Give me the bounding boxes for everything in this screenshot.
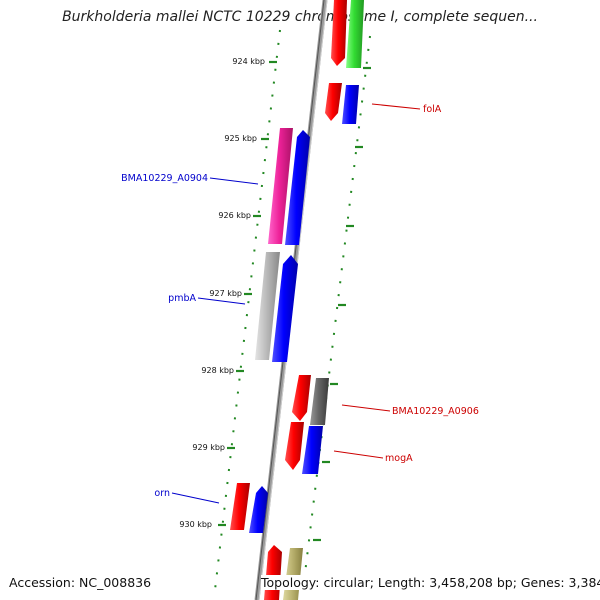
gene-blue-orn — [249, 486, 268, 533]
topology-text: Topology: circular; Length: 3,458,208 bp… — [261, 575, 600, 590]
tick-label: 926 kbp — [218, 211, 251, 220]
tick-label: 929 kbp — [192, 443, 225, 452]
tick-track-inner — [214, 29, 281, 591]
tick-labels: 924 kbp 925 kbp 926 kbp 927 kbp 928 kbp … — [179, 57, 265, 529]
gene-label-pmba: pmbA — [168, 293, 196, 304]
gene-blue-pmba — [272, 255, 298, 362]
tick-label: 927 kbp — [209, 289, 242, 298]
gene-blue-moga — [302, 426, 323, 474]
major-ticks — [218, 60, 277, 527]
gene-red-orn — [230, 483, 250, 530]
gene-blue-fola — [342, 85, 359, 124]
gene-red-bottom — [264, 545, 282, 600]
gene-red-fola — [325, 83, 342, 121]
gene-red-moga — [285, 422, 304, 470]
gene-gray-pmba — [255, 252, 280, 360]
gene-features — [230, 0, 364, 600]
gene-label-orn: orn — [154, 488, 170, 499]
gene-red-top — [331, 0, 347, 66]
tick-label: 930 kbp — [179, 520, 212, 529]
gene-label-moga: mogA — [385, 453, 413, 464]
map-title: Burkholderia mallei NCTC 10229 chromosom… — [62, 9, 538, 25]
label-connectors — [171, 103, 421, 504]
accession-text: Accession: NC_008836 — [9, 575, 152, 590]
gene-label-bma10229-a0906: BMA10229_A0906 — [392, 406, 479, 417]
tick-label: 928 kbp — [201, 366, 234, 375]
tick-label: 925 kbp — [224, 134, 257, 143]
gene-khaki-bottom — [283, 548, 303, 600]
gene-pink — [268, 128, 293, 244]
gene-darkgray-a0906 — [310, 378, 329, 425]
tick-label: 924 kbp — [232, 57, 265, 66]
gene-green-top — [346, 0, 364, 68]
gene-label-fola: folA — [423, 104, 442, 115]
gene-label-bma10229-a0904: BMA10229_A0904 — [121, 173, 208, 184]
gene-labels: folA BMA10229_A0904 pmbA BMA10229_A0906 … — [121, 104, 479, 499]
gene-blue-a0904 — [285, 130, 310, 245]
gene-red-a0906 — [292, 375, 311, 421]
major-ticks-outer — [313, 66, 371, 542]
